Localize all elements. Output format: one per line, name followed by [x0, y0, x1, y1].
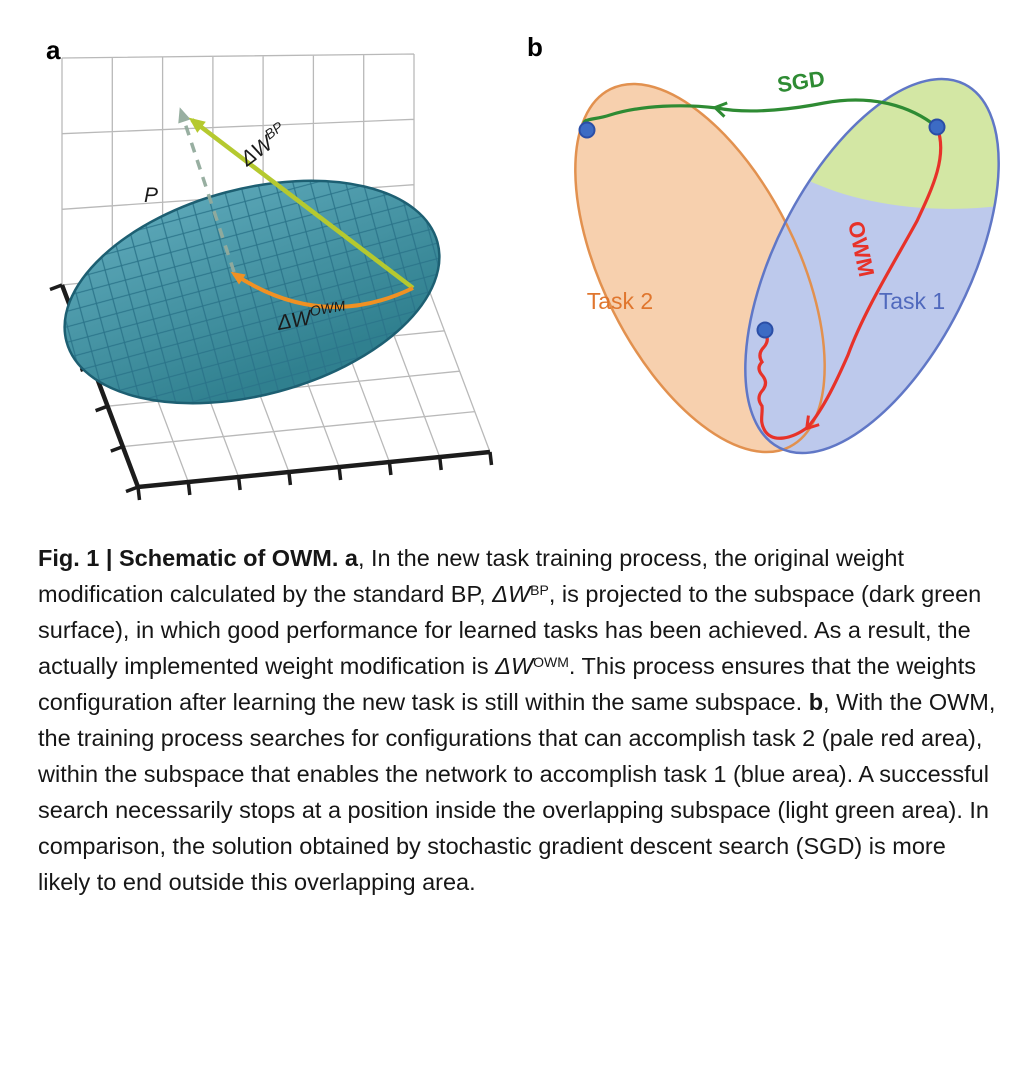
caption-text-b: , With the OWM, the training process sea…	[38, 689, 996, 895]
owm-trajectory	[757, 126, 943, 440]
solution-dots	[578, 118, 946, 339]
panel-b-marker: b	[527, 32, 543, 62]
x-axis-ticks	[136, 451, 494, 501]
bp-weight-arrow	[188, 117, 415, 290]
panel-a-3d-projection-plot: a ΔWBP P ΔWOWM	[46, 35, 494, 501]
caption-marker-b: b	[808, 689, 824, 715]
caption-text-a2: , is projected to the subspace (dark gre…	[38, 581, 982, 679]
sgd-label: SGD	[776, 66, 827, 97]
owm-curve-tail	[757, 332, 809, 440]
task1-label: Task 1	[879, 288, 945, 314]
task2-ellipse-outline	[574, 82, 826, 454]
caption-dw-bp-sup: BP	[530, 582, 549, 598]
task2-label: Task 2	[587, 288, 653, 314]
start-dot-task1	[928, 118, 946, 136]
panel-b-venn-diagram: b Task 2 Task 1 SGD OWM	[527, 32, 1000, 455]
panel-a-marker: a	[46, 35, 61, 65]
subspace-disk-rim	[63, 179, 441, 405]
owm-curve-lead	[804, 126, 943, 431]
caption-text-a3: . This process ensures that the weights …	[38, 653, 976, 715]
sgd-curve-tail	[582, 104, 718, 129]
sgd-trajectory	[582, 98, 938, 129]
sgd-curve-lead	[712, 98, 938, 129]
task1-ellipse-outline	[744, 77, 1000, 455]
caption-dw-bp: ΔW	[492, 581, 531, 607]
caption-dw-owm-sup: OWM	[533, 654, 569, 670]
owm-weight-arrow	[230, 271, 414, 309]
caption-marker-a: a	[344, 545, 358, 571]
owm-solution-dot	[756, 321, 774, 339]
caption-dw-owm: ΔW	[495, 653, 534, 679]
projection-label: P	[144, 184, 158, 207]
figure-caption: Fig. 1 | Schematic of OWM. a, In the new…	[38, 540, 1000, 900]
caption-text-a1: , In the new task training process, the …	[38, 545, 904, 607]
caption-title: Fig. 1 | Schematic of OWM.	[38, 545, 339, 571]
sgd-solution-dot	[578, 121, 596, 139]
